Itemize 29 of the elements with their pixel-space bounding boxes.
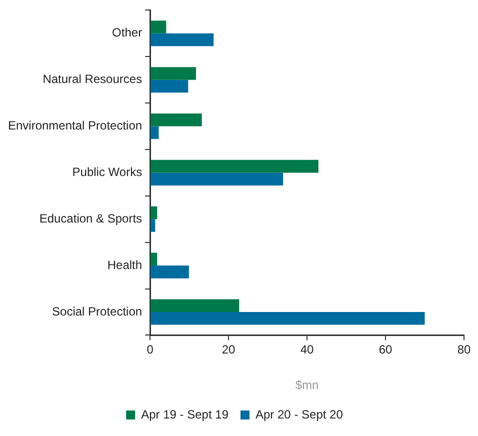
x-axis-title: $mn <box>295 378 319 392</box>
bar <box>150 160 318 173</box>
bar <box>150 206 158 220</box>
x-tick-label: 0 <box>146 342 154 357</box>
bar <box>150 80 188 93</box>
bar <box>150 252 158 266</box>
y-tick-label: Public Works <box>72 165 142 180</box>
y-tick-label: Other <box>112 26 142 40</box>
bar <box>150 299 240 312</box>
y-tick-label: Health <box>107 258 142 272</box>
y-tick-label: Environmental Protection <box>8 118 142 133</box>
x-tick-label: 20 <box>222 342 236 357</box>
x-tick-label: 60 <box>378 342 393 357</box>
x-tick-label: 80 <box>457 342 471 357</box>
bar <box>150 126 159 140</box>
legend-label: Apr 20 - Sept 20 <box>256 407 344 422</box>
y-tick-label: Natural Resources <box>42 72 142 86</box>
y-tick-label: Social Protection <box>52 304 142 318</box>
y-tick-label: Education & Sports <box>39 211 142 226</box>
bar <box>150 20 166 34</box>
bar <box>150 312 425 325</box>
bar <box>150 33 214 46</box>
bar <box>150 266 189 278</box>
bar <box>150 114 202 126</box>
bar <box>150 172 284 186</box>
bar <box>150 219 156 232</box>
bar <box>150 67 196 80</box>
legend-label: Apr 19 - Sept 19 <box>141 407 229 422</box>
x-tick-label: 40 <box>300 342 314 357</box>
